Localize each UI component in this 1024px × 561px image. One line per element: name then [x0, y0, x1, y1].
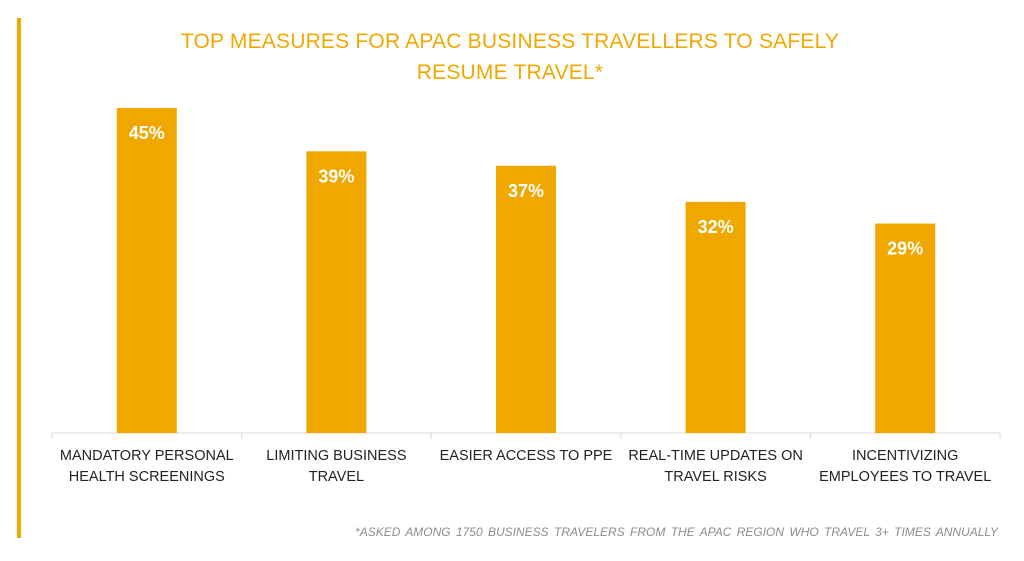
bar — [685, 201, 746, 433]
bar — [875, 223, 936, 433]
bar-value-label: 45% — [129, 123, 165, 143]
bar-value-label: 32% — [698, 217, 734, 237]
bar-value-label: 29% — [887, 239, 923, 259]
x-tick-label: REAL-TIME UPDATES ON — [628, 448, 803, 464]
x-tick-label: INCENTIVIZING — [852, 448, 958, 464]
bar-value-label: 39% — [318, 166, 354, 186]
x-tick-label: EMPLOYEES TO TRAVEL — [819, 469, 991, 485]
chart-title: TOP MEASURES FOR APAC BUSINESS TRAVELLER… — [140, 26, 880, 88]
x-tick-label: TRAVEL RISKS — [664, 469, 766, 485]
x-tick-label: LIMITING BUSINESS — [266, 448, 406, 464]
x-tick-label: EASIER ACCESS TO PPE — [440, 448, 613, 464]
x-tick-label: HEALTH SCREENINGS — [69, 469, 225, 485]
chart-title-line: RESUME TRAVEL* — [416, 61, 604, 84]
x-tick-label: TRAVEL — [309, 469, 364, 485]
footnote: *ASKED AMONG 1750 BUSINESS TRAVELERS FRO… — [355, 525, 998, 539]
x-tick-label: MANDATORY PERSONAL — [60, 448, 234, 464]
bar — [306, 151, 367, 434]
chart-title-line: TOP MEASURES FOR APAC BUSINESS TRAVELLER… — [180, 30, 840, 53]
bar — [116, 108, 177, 433]
bar-value-label: 37% — [508, 181, 544, 201]
left-accent-bar — [17, 18, 21, 538]
bar — [496, 165, 556, 433]
